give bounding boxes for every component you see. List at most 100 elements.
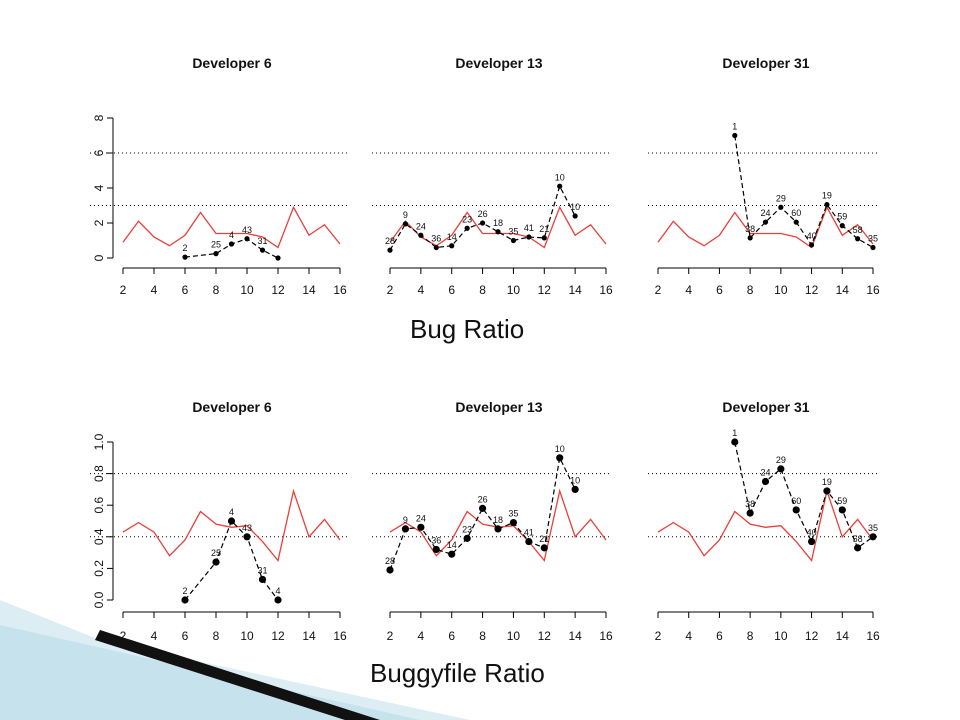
x-tick-label: 4 xyxy=(685,629,692,643)
data-point xyxy=(228,241,235,247)
x-tick-label: 16 xyxy=(599,283,613,297)
data-point xyxy=(212,558,220,566)
data-point xyxy=(448,550,456,558)
x-tick-label: 12 xyxy=(538,283,552,297)
point-label: 4 xyxy=(229,507,234,517)
y-tick-label: 6 xyxy=(92,149,106,156)
y-tick-label: 4 xyxy=(92,184,106,191)
x-tick-label: 16 xyxy=(866,283,880,297)
data-point xyxy=(540,544,548,552)
panel-title: Developer 6 xyxy=(192,399,272,415)
y-tick-label: 0.2 xyxy=(92,560,106,577)
x-tick-label: 10 xyxy=(507,283,521,297)
x-tick-label: 14 xyxy=(302,629,316,643)
point-label: 23 xyxy=(462,524,472,534)
slide-decoration xyxy=(0,600,470,720)
x-tick-label: 2 xyxy=(120,283,127,297)
data-point xyxy=(417,523,425,531)
data-point xyxy=(747,235,753,241)
data-point xyxy=(541,235,547,241)
point-label: 29 xyxy=(776,193,786,203)
reference-line xyxy=(122,205,341,249)
point-label: 41 xyxy=(524,528,534,538)
x-tick-label: 16 xyxy=(333,283,347,297)
point-label: 18 xyxy=(493,515,503,525)
x-tick-label: 12 xyxy=(805,283,819,297)
data-point xyxy=(762,219,769,225)
x-tick-label: 12 xyxy=(538,629,552,643)
data-point xyxy=(572,213,578,219)
y-tick-label: 0.6 xyxy=(92,497,106,514)
point-label: 59 xyxy=(837,212,847,222)
point-label: 43 xyxy=(242,523,252,533)
point-label: 21 xyxy=(539,534,549,544)
data-point xyxy=(386,566,394,574)
data-point xyxy=(258,575,267,584)
x-tick-label: 6 xyxy=(448,629,455,643)
x-tick-label: 14 xyxy=(568,283,582,297)
data-point xyxy=(432,545,440,554)
data-point xyxy=(571,485,579,493)
point-label: 1 xyxy=(732,122,737,132)
point-label: 59 xyxy=(837,496,847,506)
x-tick-label: 8 xyxy=(479,629,486,643)
y-tick-label: 8 xyxy=(92,114,106,121)
data-point xyxy=(824,202,830,208)
buggyfile-ratio-caption: Buggyfile Ratio xyxy=(370,658,545,688)
data-point xyxy=(402,221,409,227)
point-label: 29 xyxy=(776,455,786,465)
x-tick-label: 2 xyxy=(387,283,394,297)
data-point xyxy=(526,234,532,240)
data-point xyxy=(525,537,533,546)
x-tick-label: 6 xyxy=(716,283,723,297)
x-tick-label: 12 xyxy=(805,629,819,643)
developer-series-line xyxy=(734,135,874,249)
chart-panel-4: Developer 6 2 4 6 8 10 12 14 16 0.0 0.2 0.4 0.6 0.8 1.… xyxy=(90,399,350,643)
point-label: 40 xyxy=(807,231,817,241)
data-point xyxy=(449,243,455,249)
data-point xyxy=(244,236,250,242)
x-tick-label: 10 xyxy=(240,283,254,297)
data-point xyxy=(556,454,564,462)
data-point xyxy=(792,506,800,514)
point-label: 14 xyxy=(447,232,457,242)
data-point xyxy=(479,220,486,226)
y-tick-label: 1.0 xyxy=(92,433,106,450)
point-label: 1 xyxy=(732,428,737,438)
y-tick-label: 0 xyxy=(92,254,106,261)
point-label: 58 xyxy=(853,534,863,544)
data-point xyxy=(274,596,282,604)
data-point xyxy=(182,254,188,260)
x-tick-label: 14 xyxy=(568,629,582,643)
data-point xyxy=(243,533,251,541)
data-point xyxy=(275,255,281,261)
panel-title: Developer 13 xyxy=(455,55,542,71)
x-tick-label: 6 xyxy=(716,629,723,643)
data-point xyxy=(793,219,799,225)
point-label: 26 xyxy=(478,494,488,504)
developer-series-line xyxy=(734,441,874,549)
x-tick-label: 6 xyxy=(448,283,455,297)
x-tick-label: 12 xyxy=(271,283,285,297)
x-tick-label: 16 xyxy=(333,629,347,643)
x-tick-label: 4 xyxy=(151,629,158,643)
data-point xyxy=(213,251,219,257)
data-point xyxy=(259,247,266,253)
x-tick-label: 10 xyxy=(774,629,788,643)
chart-panel-1: Developer 6 2 4 6 8 10 12 14 16 0 2 4 6 8 2 25 4 43 31 xyxy=(90,55,350,297)
point-label: 36 xyxy=(431,535,441,545)
x-tick-label: 6 xyxy=(182,283,189,297)
chart-panel-6: Developer 312 4 6 8 10 12 14 161382429604019595… xyxy=(648,399,880,643)
data-point xyxy=(778,204,784,210)
point-label: 38 xyxy=(745,499,755,509)
panel-title: Developer 31 xyxy=(722,399,809,415)
data-point xyxy=(510,237,517,244)
point-label: 40 xyxy=(807,528,817,538)
point-label: 2 xyxy=(182,243,187,253)
point-label: 38 xyxy=(745,224,755,234)
point-label: 9 xyxy=(403,515,408,525)
data-point xyxy=(181,596,189,604)
data-point xyxy=(731,438,739,446)
data-point xyxy=(478,504,487,512)
